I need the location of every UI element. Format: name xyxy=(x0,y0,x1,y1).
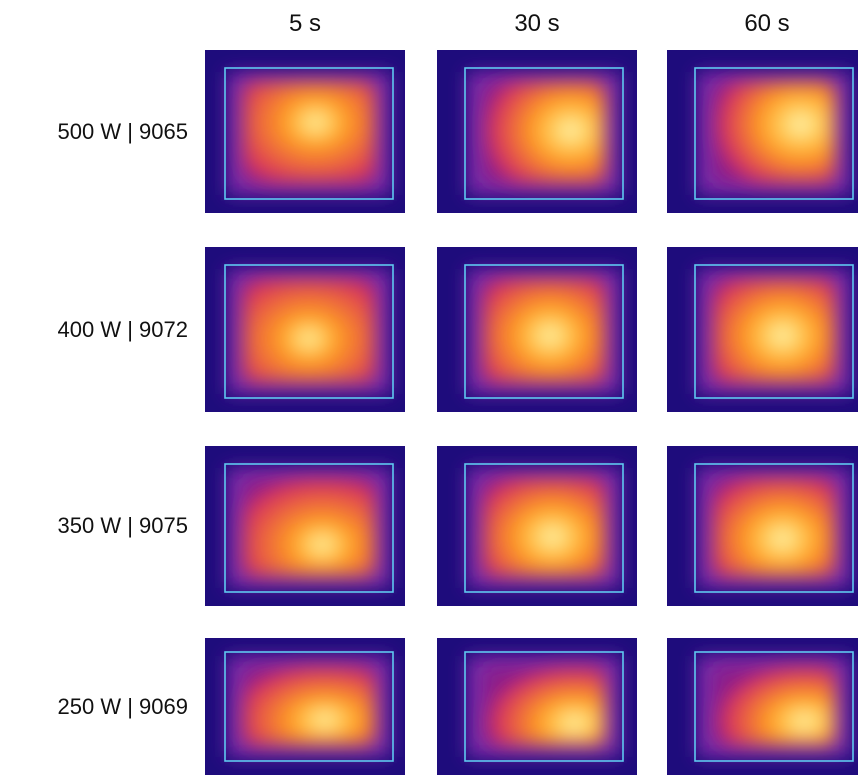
column-header: 30 s xyxy=(437,10,637,38)
page: {"columns": ["5 s", "30 s", "60 s"], "ro… xyxy=(0,0,858,775)
thermal-image xyxy=(205,50,405,213)
thermal-image xyxy=(205,247,405,412)
thermal-image xyxy=(437,638,637,775)
thermal-image xyxy=(205,446,405,606)
column-header: 5 s xyxy=(205,10,405,38)
thermal-image xyxy=(437,247,637,412)
thermal-image xyxy=(667,50,858,213)
figure: 5 s 30 s 60 s 500 W | 9065 xyxy=(0,0,858,775)
row-label: 500 W | 9065 xyxy=(58,119,188,145)
row-label: 400 W | 9072 xyxy=(58,317,188,343)
thermal-image xyxy=(437,446,637,606)
thermal-image xyxy=(667,247,858,412)
thermal-image xyxy=(667,446,858,606)
column-header: 60 s xyxy=(667,10,858,38)
row-label: 350 W | 9075 xyxy=(58,513,188,539)
row-label: 250 W | 9069 xyxy=(58,694,188,720)
thermal-image xyxy=(205,638,405,775)
thermal-image xyxy=(437,50,637,213)
thermal-image xyxy=(667,638,858,775)
